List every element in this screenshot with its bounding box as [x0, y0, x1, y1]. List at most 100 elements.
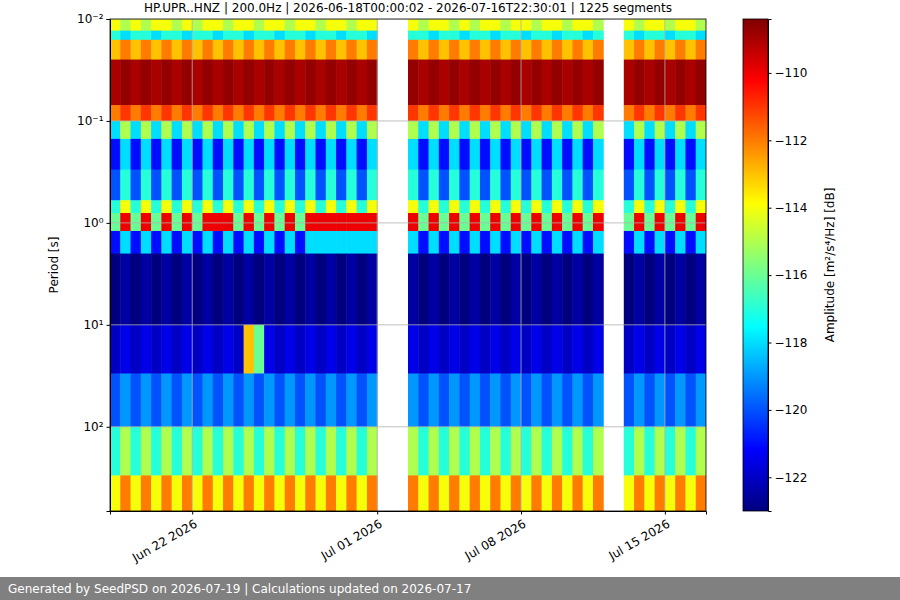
- cell: [696, 31, 706, 41]
- cell: [644, 231, 655, 254]
- cell: [357, 170, 368, 201]
- cell: [131, 60, 142, 106]
- cell: [274, 19, 285, 31]
- cell: [480, 373, 491, 427]
- cell: [295, 40, 306, 60]
- cell: [552, 170, 563, 201]
- cell: [480, 325, 491, 374]
- cell: [500, 213, 511, 231]
- cell: [172, 121, 183, 139]
- cell: [151, 213, 162, 231]
- cell: [285, 60, 296, 106]
- cell: [500, 60, 511, 106]
- cell: [233, 213, 244, 231]
- cell: [120, 139, 131, 170]
- cell: [110, 231, 121, 254]
- cell: [449, 231, 460, 254]
- cell: [583, 105, 594, 121]
- cell: [644, 254, 655, 326]
- cell: [665, 105, 676, 121]
- cell: [408, 170, 419, 201]
- cell: [429, 475, 440, 511]
- cell: [634, 60, 645, 106]
- footer-bar: [0, 577, 900, 600]
- cell: [316, 139, 327, 170]
- cell: [542, 200, 553, 213]
- cell: [439, 105, 450, 121]
- cell: [244, 139, 255, 170]
- cell: [470, 19, 481, 31]
- cell: [480, 60, 491, 106]
- cell: [572, 60, 583, 106]
- cell: [305, 19, 316, 31]
- cell: [439, 200, 450, 213]
- cell: [634, 325, 645, 374]
- cell: [449, 427, 460, 476]
- cell: [459, 170, 470, 201]
- cell: [213, 31, 224, 41]
- cell: [685, 121, 696, 139]
- cell: [490, 139, 501, 170]
- cells: [110, 19, 706, 511]
- cell: [131, 325, 142, 374]
- cell: [644, 40, 655, 60]
- cell: [161, 170, 172, 201]
- cell: [305, 105, 316, 121]
- cell: [110, 105, 121, 121]
- cell: [685, 427, 696, 476]
- cell: [480, 231, 491, 254]
- cell: [182, 105, 193, 121]
- cell: [192, 213, 203, 231]
- cell: [459, 31, 470, 41]
- cell: [346, 139, 357, 170]
- cell: [624, 475, 635, 511]
- cell: [542, 40, 553, 60]
- cell: [264, 213, 275, 231]
- cell: [244, 19, 255, 31]
- cell: [285, 325, 296, 374]
- cell: [572, 19, 583, 31]
- cell: [192, 121, 203, 139]
- cell: [346, 475, 357, 511]
- cell: [151, 475, 162, 511]
- cell: [470, 475, 481, 511]
- cell: [223, 31, 234, 41]
- cell: [131, 427, 142, 476]
- cell: [583, 60, 594, 106]
- cell: [305, 40, 316, 60]
- x-tick-mark: [521, 511, 522, 515]
- cell: [644, 31, 655, 41]
- cell: [305, 200, 316, 213]
- x-tick: Jul 01 2026: [318, 511, 385, 563]
- cell: [459, 254, 470, 326]
- cell: [490, 254, 501, 326]
- cell: [480, 105, 491, 121]
- cell: [285, 427, 296, 476]
- cell: [202, 254, 213, 326]
- cell: [316, 60, 327, 106]
- y-tick-mark: [107, 427, 111, 428]
- cell: [336, 254, 347, 326]
- cell: [213, 121, 224, 139]
- cell: [110, 427, 121, 476]
- cell: [449, 105, 460, 121]
- cell: [202, 200, 213, 213]
- cell: [624, 325, 635, 374]
- cell: [624, 19, 635, 31]
- cell: [326, 60, 337, 106]
- cell: [624, 31, 635, 41]
- cell: [141, 170, 152, 201]
- cell: [141, 121, 152, 139]
- cell: [151, 121, 162, 139]
- cell: [192, 139, 203, 170]
- cell: [696, 475, 706, 511]
- cell: [131, 373, 142, 427]
- cell: [439, 231, 450, 254]
- cell: [244, 475, 255, 511]
- cell: [233, 60, 244, 106]
- cell: [675, 19, 686, 31]
- cell: [696, 19, 706, 31]
- cell: [511, 427, 522, 476]
- cell: [223, 170, 234, 201]
- cell: [511, 19, 522, 31]
